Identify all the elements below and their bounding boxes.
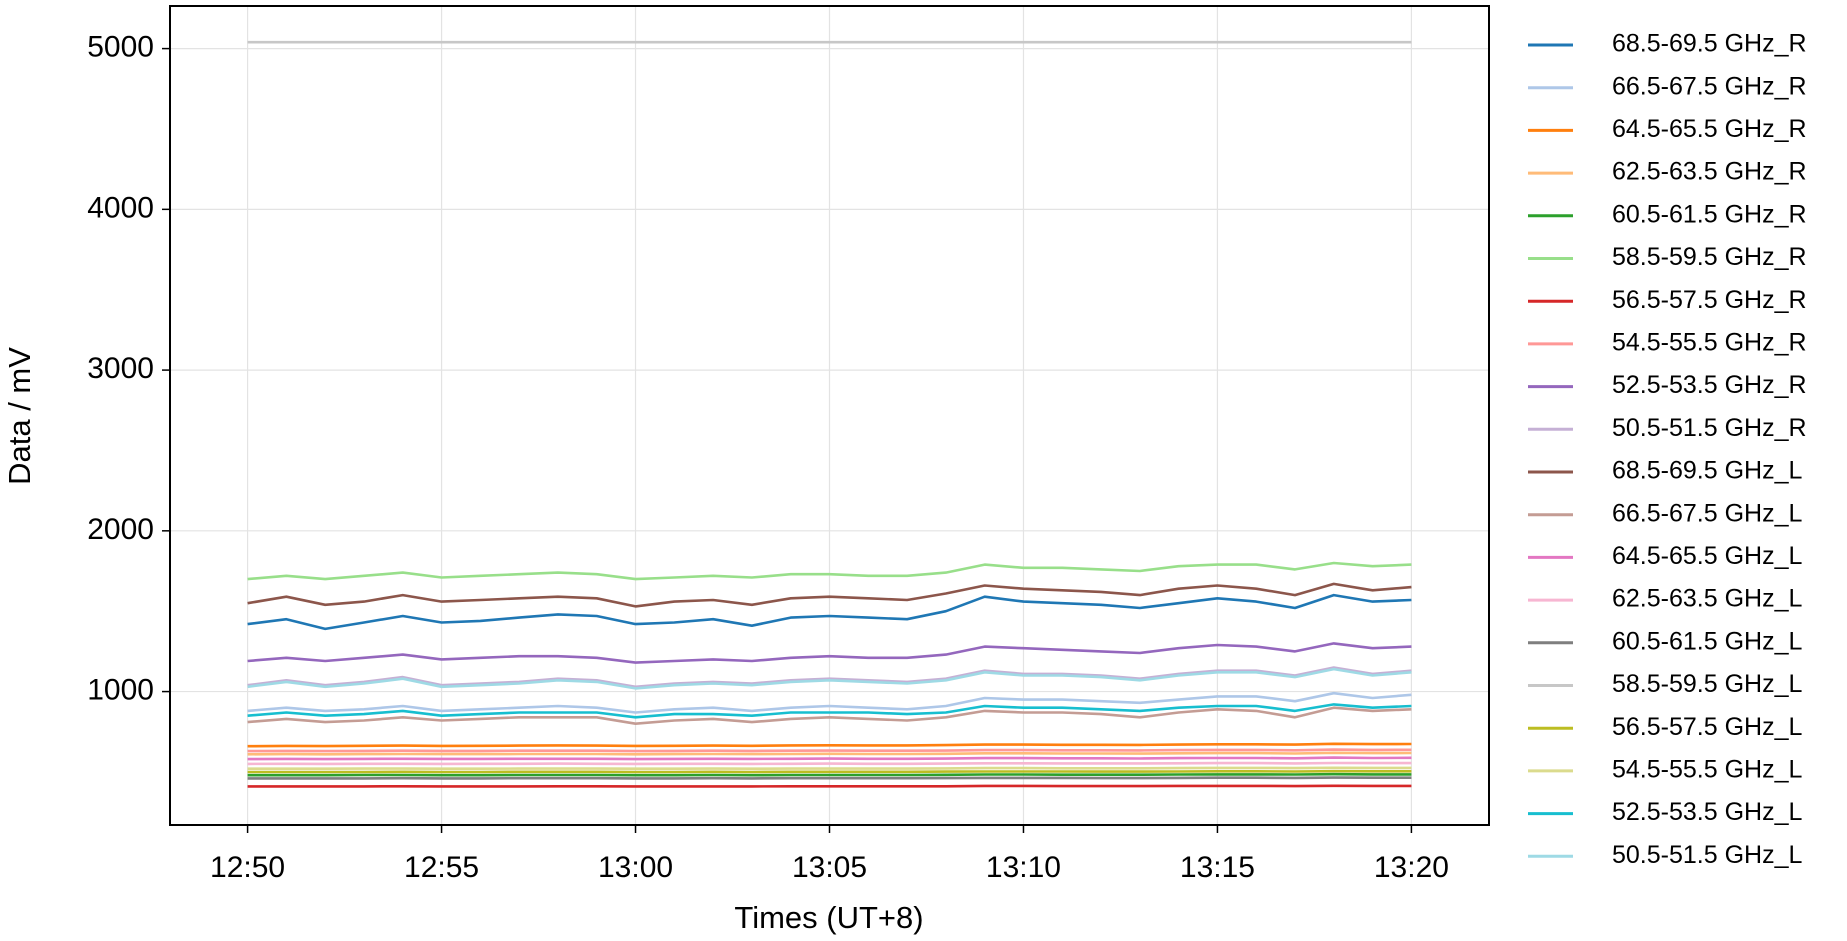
series-line [247, 756, 1412, 761]
legend-label: 56.5-57.5 GHz_L [1612, 713, 1802, 741]
legend-label: 64.5-65.5 GHz_L [1612, 542, 1802, 570]
series-line [247, 751, 1412, 756]
x-tick-label: 13:15 [1180, 851, 1255, 884]
legend-label: 54.5-55.5 GHz_L [1612, 756, 1802, 784]
legend-label: 56.5-57.5 GHz_R [1612, 286, 1807, 314]
y-tick-label: 5000 [87, 31, 154, 64]
plot-frame [169, 5, 1490, 826]
series-line [247, 769, 1412, 774]
series-line [247, 784, 1412, 788]
y-axis-label: Data / mV [2, 347, 37, 485]
series-line [247, 667, 1412, 690]
x-tick-label: 13:00 [598, 851, 673, 884]
legend-label: 68.5-69.5 GHz_L [1612, 457, 1802, 485]
x-tick-label: 12:50 [210, 851, 285, 884]
legend-label: 52.5-53.5 GHz_L [1612, 798, 1802, 826]
series-line [247, 742, 1412, 748]
series-line [247, 666, 1412, 689]
legend-label: 58.5-59.5 GHz_R [1612, 243, 1807, 271]
y-tick-label: 4000 [87, 191, 154, 224]
series-line [247, 691, 1412, 714]
legend-label: 58.5-59.5 GHz_L [1612, 670, 1802, 698]
legend-label: 60.5-61.5 GHz_L [1612, 627, 1802, 655]
x-tick-label: 13:20 [1374, 851, 1449, 884]
legend-label: 68.5-69.5 GHz_R [1612, 30, 1807, 58]
x-tick-label: 13:05 [792, 851, 867, 884]
y-tick-label: 3000 [87, 352, 154, 385]
legend-label: 54.5-55.5 GHz_R [1612, 329, 1807, 357]
series-line [247, 642, 1412, 664]
series-line [247, 748, 1412, 753]
x-tick-label: 12:55 [404, 851, 479, 884]
series-line [247, 761, 1412, 766]
series-line [247, 582, 1412, 608]
series-line [247, 593, 1412, 631]
legend-label: 52.5-53.5 GHz_R [1612, 371, 1807, 399]
series-line [247, 772, 1412, 777]
legend-label: 62.5-63.5 GHz_R [1612, 158, 1807, 186]
legend-label: 66.5-67.5 GHz_R [1612, 72, 1807, 100]
y-tick-label: 2000 [87, 513, 154, 546]
x-axis-label: Times (UT+8) [734, 900, 923, 935]
legend-label: 64.5-65.5 GHz_R [1612, 115, 1807, 143]
legend-label: 50.5-51.5 GHz_L [1612, 841, 1802, 869]
series-line [247, 706, 1412, 725]
legend-label: 50.5-51.5 GHz_R [1612, 414, 1807, 442]
series-line [247, 766, 1412, 770]
series-line [247, 561, 1412, 581]
series-line [247, 703, 1412, 719]
legend-label: 62.5-63.5 GHz_L [1612, 585, 1802, 613]
series-line [247, 776, 1412, 780]
y-tick-label: 1000 [87, 674, 154, 707]
legend-label: 60.5-61.5 GHz_R [1612, 200, 1807, 228]
x-tick-label: 13:10 [986, 851, 1061, 884]
legend-label: 66.5-67.5 GHz_L [1612, 499, 1802, 527]
